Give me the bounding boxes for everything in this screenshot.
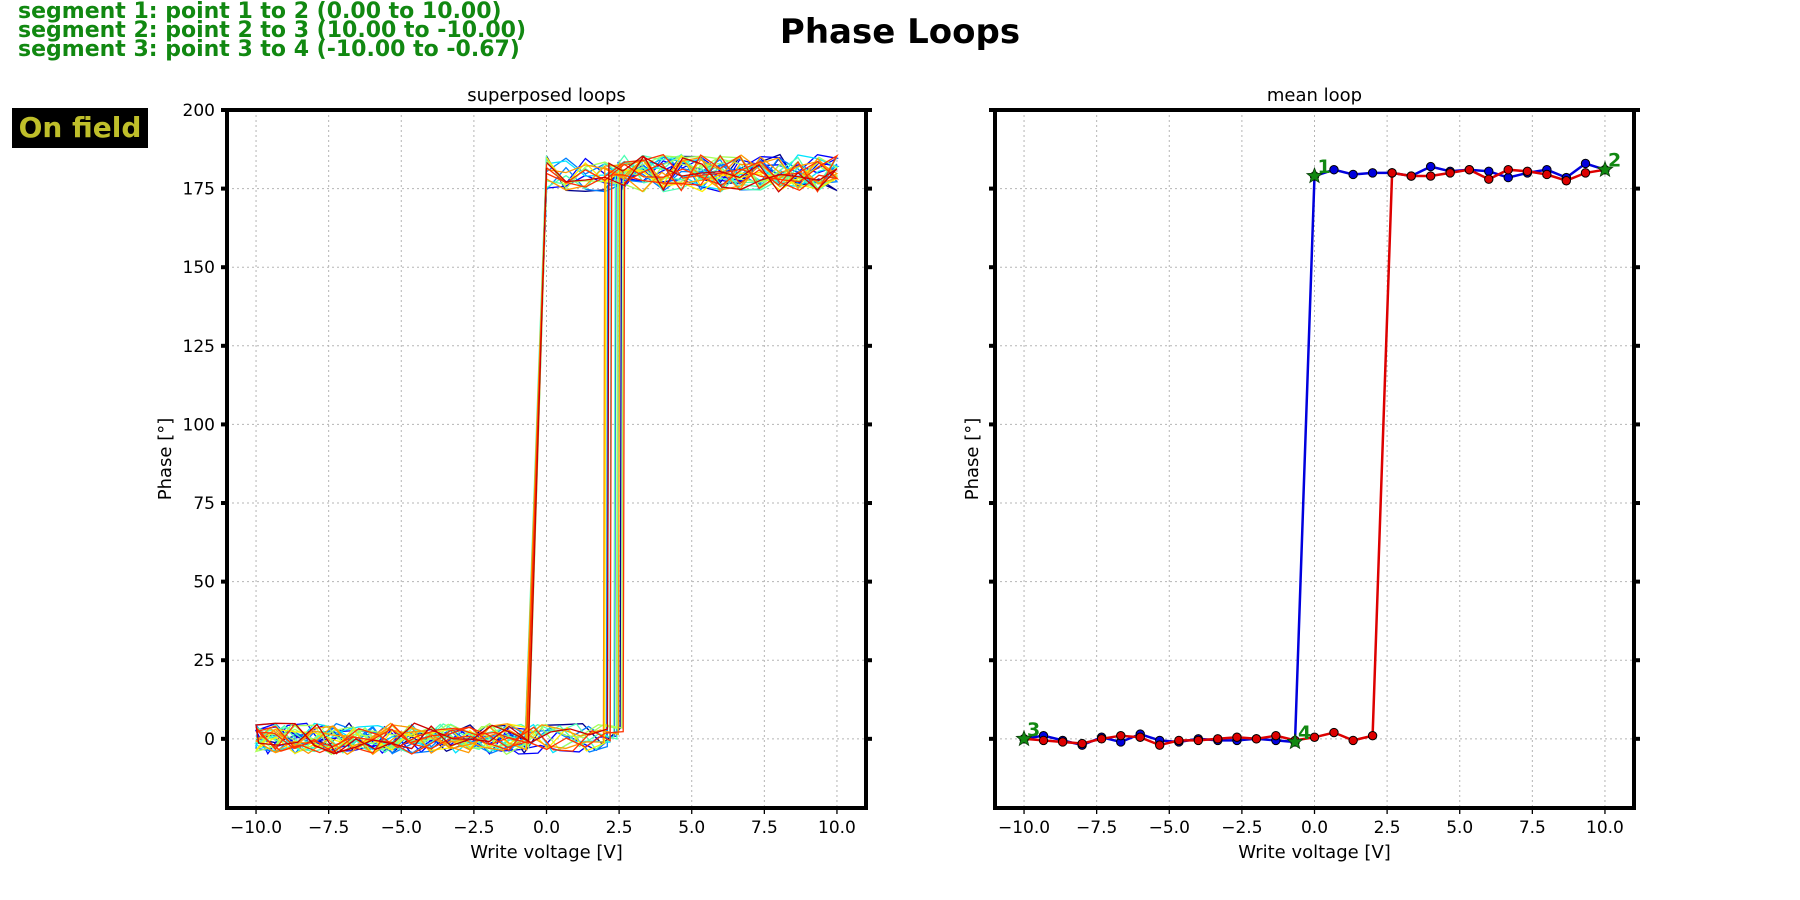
segment-point-marker — [1305, 166, 1324, 184]
data-point — [1542, 169, 1552, 180]
segment-2-text: segment 2: point 2 to 3 (10.00 to -10.00… — [18, 18, 527, 43]
segment-1-text: segment 1: point 1 to 2 (0.00 to 10.00) — [18, 0, 502, 24]
data-point — [1503, 172, 1513, 183]
data-point — [1096, 734, 1107, 744]
y-tick-label: 125 — [183, 337, 215, 357]
y-tick-label: 0 — [204, 730, 215, 750]
x-tick-label: 7.5 — [751, 818, 778, 838]
loop-line-15 — [255, 154, 840, 755]
panel-title: superposed loops — [467, 85, 626, 106]
data-point — [1193, 735, 1204, 746]
data-point — [1406, 171, 1416, 181]
data-point — [1445, 168, 1455, 178]
data-point — [1522, 166, 1533, 177]
loop-line-11 — [255, 154, 839, 756]
segment-3-text: segment 3: point 3 to 4 (-10.00 to -0.67… — [18, 37, 520, 62]
x-tick-label: 7.5 — [1519, 818, 1546, 838]
loop-line-1 — [255, 153, 838, 755]
y-axis-label: Phase [°] — [962, 418, 983, 501]
chart-panel-2: 1 2 3 4 −10.0 −7.5 −5.0 −2.5 0.0 2.5 5.0 7.5 10.0 mea… — [962, 85, 1640, 863]
x-tick-label: −10.0 — [998, 818, 1050, 838]
data-point — [1309, 732, 1320, 742]
data-point — [1425, 171, 1436, 181]
x-tick-label: −5.0 — [381, 818, 422, 838]
data-point — [1174, 735, 1184, 746]
x-tick-label: 2.5 — [1374, 818, 1401, 838]
data-point — [1367, 730, 1378, 741]
loop-line-2 — [255, 154, 839, 755]
data-point — [1484, 174, 1494, 184]
x-tick-label: −10.0 — [230, 818, 282, 838]
x-tick-label: 5.0 — [1446, 818, 1473, 838]
data-point — [1387, 168, 1397, 178]
loop-line-14 — [255, 153, 839, 755]
x-tick-label: −5.0 — [1149, 818, 1190, 838]
plot-area — [253, 153, 840, 756]
axes-frame — [993, 108, 1636, 810]
loop-line-16 — [255, 155, 838, 755]
loop-line-12 — [255, 156, 839, 756]
y-tick-label: 100 — [183, 415, 215, 435]
data-point — [1116, 730, 1126, 741]
segment-point-marker — [1596, 160, 1614, 178]
data-point — [1135, 732, 1145, 742]
data-point — [1561, 176, 1572, 186]
data-point — [1580, 168, 1591, 178]
on-field-badge: On field — [12, 108, 148, 148]
data-point — [1232, 732, 1242, 742]
x-tick-label: −2.5 — [1221, 818, 1262, 838]
segment-point-marker — [1015, 729, 1033, 747]
segment-point-label: 3 — [1027, 719, 1040, 741]
data-point — [1484, 166, 1494, 177]
loop-line-4 — [255, 154, 838, 755]
panel-title: mean loop — [1267, 85, 1362, 106]
y-tick-label: 50 — [193, 573, 215, 593]
y-tick-label: 25 — [193, 651, 215, 671]
chart-panel-1: −10.0 −7.5 −5.0 −2.5 0.0 2.5 5.0 7.5 10.0 0 25 50 75… — [155, 85, 872, 863]
x-tick-label: 5.0 — [678, 818, 705, 838]
data-point — [1367, 168, 1378, 178]
y-axis-label: Phase [°] — [155, 418, 176, 501]
x-tick-label: 2.5 — [606, 818, 633, 838]
data-point — [1154, 740, 1165, 750]
data-point — [1213, 734, 1223, 744]
segment-point-marker — [1286, 732, 1304, 750]
x-tick-label: 0.0 — [1301, 818, 1328, 838]
y-tick-label: 175 — [183, 180, 215, 200]
data-point — [1580, 158, 1591, 169]
loop-line-13 — [255, 154, 839, 756]
segment-point-label: 4 — [1298, 722, 1311, 744]
y-tick-label: 150 — [183, 258, 215, 278]
data-point — [1348, 169, 1358, 180]
data-point — [1271, 730, 1281, 741]
page-title: Phase Loops — [779, 12, 1021, 52]
x-tick-label: −7.5 — [1076, 818, 1117, 838]
x-tick-label: 10.0 — [1586, 818, 1624, 838]
x-axis-label: Write voltage [V] — [1238, 842, 1391, 863]
data-point — [1077, 738, 1087, 749]
loop-line-6 — [254, 154, 840, 754]
loop-line-8 — [253, 154, 838, 754]
data-point — [1348, 735, 1358, 746]
data-point — [1425, 161, 1436, 172]
x-axis-label: Write voltage [V] — [470, 842, 623, 863]
data-point — [1057, 737, 1068, 747]
x-tick-label: −7.5 — [308, 818, 349, 838]
segment-point-label: 1 — [1318, 156, 1331, 178]
data-point — [1329, 727, 1339, 738]
x-tick-label: 10.0 — [818, 818, 856, 838]
segment-point-label: 2 — [1608, 150, 1621, 172]
y-tick-label: 75 — [193, 494, 215, 514]
data-point — [1464, 165, 1475, 175]
loop-line-7 — [255, 153, 838, 755]
data-point — [1251, 734, 1262, 744]
data-point — [1503, 165, 1513, 175]
axes-frame — [225, 108, 868, 810]
data-point — [1038, 735, 1049, 746]
x-tick-label: 0.0 — [533, 818, 560, 838]
y-tick-label: 200 — [183, 101, 215, 121]
data-point — [1329, 165, 1339, 175]
x-tick-label: −2.5 — [453, 818, 494, 838]
